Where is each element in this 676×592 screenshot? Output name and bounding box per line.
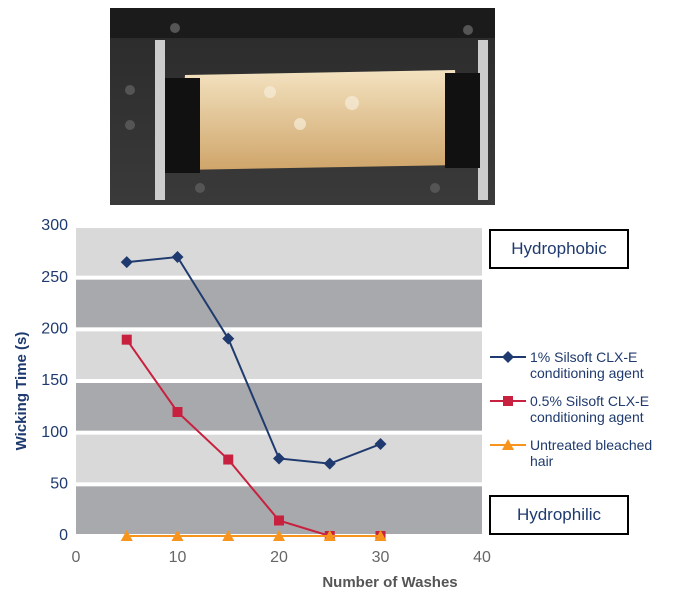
y-tick-label: 250 — [41, 269, 68, 286]
marker — [172, 407, 183, 417]
marker — [223, 454, 234, 465]
legend-label: Untreated bleached hair — [530, 437, 653, 469]
x-tick-label: 10 — [169, 549, 187, 566]
y-tick-label: 0 — [59, 527, 68, 544]
legend-label: 1% Silsoft CLX-E conditioning agent — [530, 349, 644, 381]
marker — [121, 334, 132, 345]
x-tick-label: 40 — [473, 549, 491, 566]
marker — [323, 457, 336, 470]
marker — [120, 530, 133, 541]
legend-label: 0.5% Silsoft CLX-E conditioning agent — [530, 393, 650, 425]
x-tick-label: 30 — [372, 549, 390, 566]
marker — [374, 530, 387, 541]
marker — [120, 256, 133, 269]
marker — [374, 438, 387, 451]
y-tick-label: 300 — [41, 217, 68, 234]
marker — [502, 351, 514, 363]
y-tick-label: 150 — [41, 372, 68, 389]
x-tick-label: 0 — [72, 549, 81, 566]
marker — [502, 439, 514, 450]
y-axis-label: Wicking Time (s) — [13, 332, 30, 451]
band — [76, 331, 482, 379]
annotation: Hydrophilic — [489, 495, 629, 535]
marker — [323, 530, 336, 541]
series-line — [126, 255, 381, 465]
band — [76, 486, 482, 534]
marker — [171, 530, 184, 541]
marker — [222, 530, 235, 541]
marker — [274, 515, 284, 526]
x-axis-label: Number of Washes — [322, 574, 457, 591]
annotation: Hydrophobic — [489, 229, 629, 269]
marker — [273, 452, 285, 465]
x-tick-label: 20 — [270, 549, 288, 566]
marker — [171, 251, 184, 263]
marker — [273, 530, 285, 541]
photo — [110, 8, 495, 205]
y-tick-label: 50 — [50, 476, 68, 493]
y-tick-label: 200 — [41, 321, 68, 338]
y-tick-label: 100 — [41, 424, 68, 441]
marker — [222, 332, 235, 345]
band — [76, 279, 482, 328]
band — [76, 383, 482, 431]
band — [76, 228, 482, 276]
marker — [503, 396, 513, 406]
